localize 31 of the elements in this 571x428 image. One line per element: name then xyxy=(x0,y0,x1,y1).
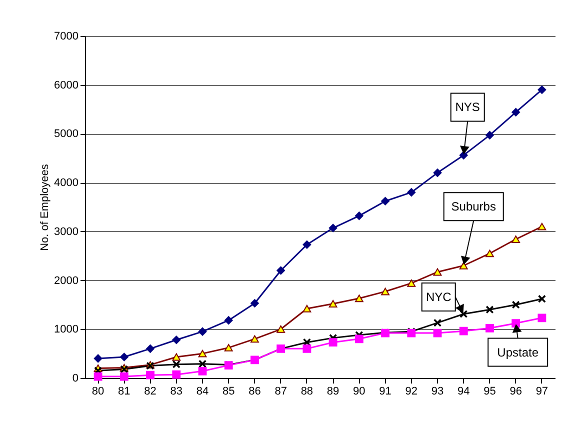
y-tick-label: 6000 xyxy=(54,79,78,92)
x-tick-label: 91 xyxy=(379,386,392,398)
x-tick-label: 80 xyxy=(92,386,104,398)
y-tick-label: 0 xyxy=(72,372,78,384)
y-axis-title: No. of Employees xyxy=(39,164,52,251)
y-tick-label: 5000 xyxy=(54,128,78,140)
y-tick-label: 3000 xyxy=(54,226,78,238)
x-tick-label: 95 xyxy=(484,386,496,398)
x-tick-label: 85 xyxy=(222,386,235,398)
x-tick-label: 93 xyxy=(431,386,444,398)
x-tick-label: 97 xyxy=(536,386,548,398)
x-tick-label: 86 xyxy=(248,386,261,398)
x-tick-label: 87 xyxy=(274,386,287,398)
y-tick-label: 7000 xyxy=(54,30,78,42)
x-tick-label: 90 xyxy=(353,386,366,398)
x-tick-label: 94 xyxy=(457,386,470,398)
x-tick-label: 84 xyxy=(196,386,209,398)
y-tick-label: 2000 xyxy=(54,274,78,287)
y-tick-label: 1000 xyxy=(54,324,78,336)
x-tick-label: 89 xyxy=(326,386,340,398)
annotation: NYC xyxy=(426,290,452,304)
x-tick-label: 82 xyxy=(144,386,156,398)
x-tick-label: 83 xyxy=(170,386,183,398)
annotation: Suburbs xyxy=(451,200,496,214)
annotation: NYS xyxy=(455,100,480,114)
x-tick-label: 92 xyxy=(405,386,418,398)
x-tick-label: 81 xyxy=(118,386,130,398)
x-tick-label: 88 xyxy=(300,386,314,398)
annotation: Upstate xyxy=(497,345,539,360)
x-tick-label: 96 xyxy=(510,386,522,398)
y-tick-label: 4000 xyxy=(54,177,78,190)
